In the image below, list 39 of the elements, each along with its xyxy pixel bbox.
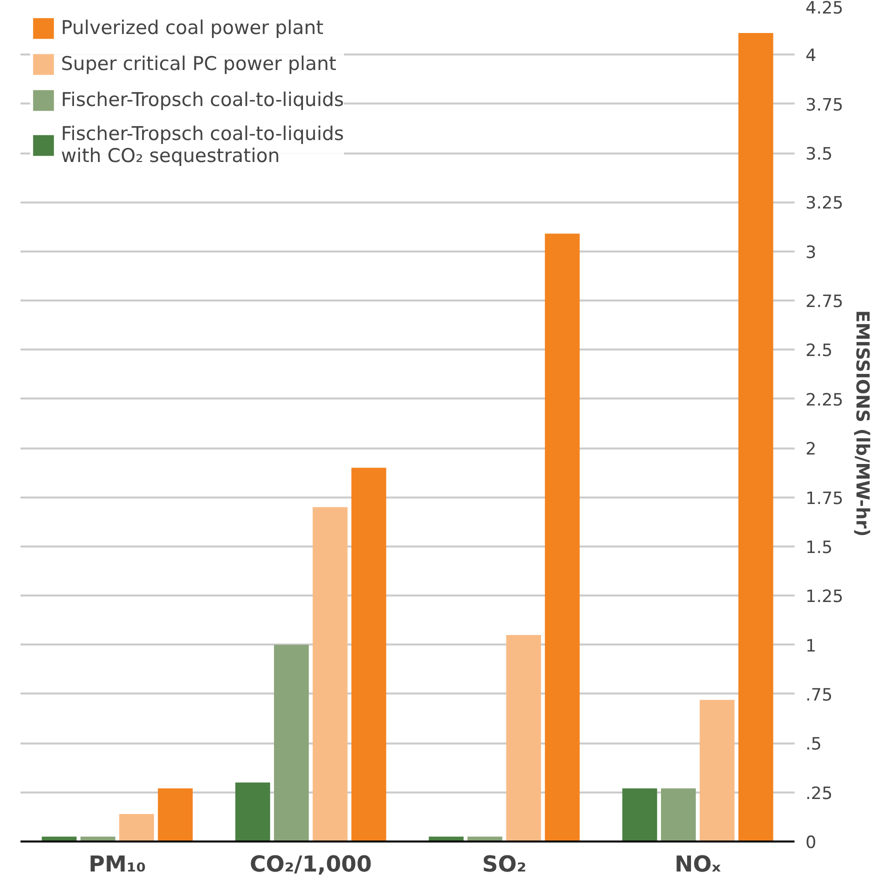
bar xyxy=(235,782,270,842)
y-tick-label: 4.25 xyxy=(806,0,844,18)
bar xyxy=(312,507,348,842)
x-tick-label: CO₂/1,000 xyxy=(250,852,372,878)
legend-label: Pulverized coal power plant xyxy=(61,17,324,39)
y-tick-label: 2.5 xyxy=(806,341,833,362)
y-axis-title: EMISSIONS (lb/MW-hr) xyxy=(851,310,872,537)
bar xyxy=(738,33,774,842)
x-tick-label: SO₂ xyxy=(482,852,526,878)
y-tick-label: 3.25 xyxy=(806,194,844,214)
y-tick-label: 0 xyxy=(806,833,816,853)
y-tick-label: 2 xyxy=(806,440,816,460)
y-tick-label: .5 xyxy=(806,734,822,755)
y-tick-label: 3.75 xyxy=(806,95,844,116)
y-tick-label: 3 xyxy=(806,242,816,263)
bar xyxy=(506,634,542,842)
y-tick-label: 3.5 xyxy=(806,144,833,165)
y-tick-label: 2.25 xyxy=(806,390,844,410)
y-tick-label: 2.75 xyxy=(806,292,844,312)
legend-label: Fischer-Tropsch coal-to-liquids xyxy=(61,89,344,111)
bar xyxy=(700,700,735,842)
legend-label: Fischer-Tropsch coal-to-liquids with CO₂ sequestration xyxy=(61,123,344,167)
y-tick-label: 1.25 xyxy=(806,587,844,608)
bar xyxy=(544,234,580,842)
y-tick-label: 1 xyxy=(806,636,816,656)
legend-label: Super critical PC power plant xyxy=(61,53,336,75)
x-tick-label: PM₁₀ xyxy=(88,852,146,878)
y-tick-label: 4 xyxy=(806,46,816,66)
bar xyxy=(158,788,193,842)
bar xyxy=(274,644,309,842)
y-tick-label: .75 xyxy=(806,685,833,706)
y-tick-label: 1.5 xyxy=(806,538,833,558)
bar xyxy=(622,788,658,842)
y-tick-label: .25 xyxy=(806,784,833,804)
bar xyxy=(351,468,386,842)
x-tick-label: NOₓ xyxy=(674,852,721,878)
y-tick-label: 1.75 xyxy=(806,488,844,509)
bar xyxy=(660,788,696,842)
bar xyxy=(119,814,154,842)
